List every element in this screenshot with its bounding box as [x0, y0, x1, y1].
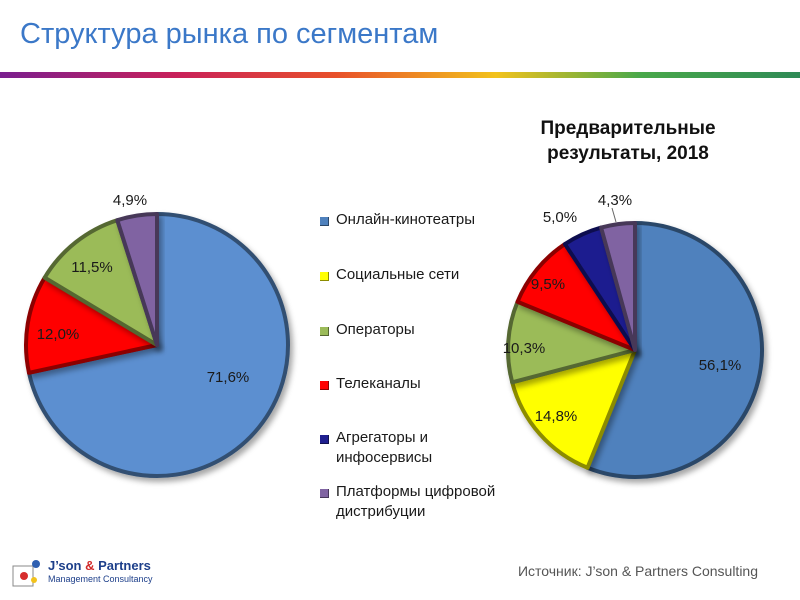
pie-data-label: 9,5% [531, 276, 565, 293]
pie-chart-right: 56,1% 14,8% 10,3% 9,5% 5,0% 4,3% [503, 192, 764, 479]
logo-name: J’son & Partners [48, 558, 151, 573]
legend-swatch [320, 217, 329, 226]
logo-subtitle: Management Consultancy [48, 574, 153, 584]
logo-mark-icon [12, 560, 40, 587]
pie-slice [24, 275, 159, 375]
legend-label: Телеканалы [336, 375, 421, 392]
legend-label: Операторы [336, 321, 415, 338]
pie-data-label: 14,8% [535, 408, 578, 425]
legend-swatch [320, 381, 329, 390]
legend-label: Платформы цифровой дистрибуции [336, 483, 496, 520]
pie-data-label: 10,3% [503, 340, 546, 357]
pie-data-label: 56,1% [699, 357, 742, 374]
pie-slice [510, 348, 637, 470]
legend-swatch [320, 272, 329, 281]
pie-slice [115, 212, 159, 347]
legend-swatch [320, 435, 329, 444]
pie-data-label: 11,5% [71, 259, 112, 276]
pie-slice [599, 221, 637, 352]
company-logo: J’son & Partners Management Consultancy [12, 556, 182, 592]
pie-slice [585, 221, 764, 479]
pie-data-label: 4,3% [598, 192, 632, 209]
page-title: Структура рынка по сегментам [20, 18, 439, 50]
pie-chart-left: 71,6% 12,0% 11,5% 4,9% [24, 192, 290, 478]
pie-data-label: 71,6% [207, 369, 250, 386]
legend-label: Онлайн-кинотеатры [336, 211, 475, 228]
legend-swatch [320, 327, 329, 336]
legend-label: Агрегаторы и инфосервисы [336, 429, 433, 466]
legend-swatch [320, 489, 329, 498]
chart-right-title: Предварительные результаты, 2018 [540, 118, 716, 164]
source-note: Источник: J’son & Partners Consulting [517, 563, 758, 579]
title-divider [0, 72, 800, 78]
pie-data-label: 12,0% [37, 326, 80, 343]
legend-label: Социальные сети [336, 266, 460, 283]
label-leader-line [611, 207, 617, 223]
pie-data-label: 5,0% [543, 209, 577, 226]
pie-slice [42, 218, 159, 347]
pie-data-label: 4,9% [113, 192, 147, 209]
